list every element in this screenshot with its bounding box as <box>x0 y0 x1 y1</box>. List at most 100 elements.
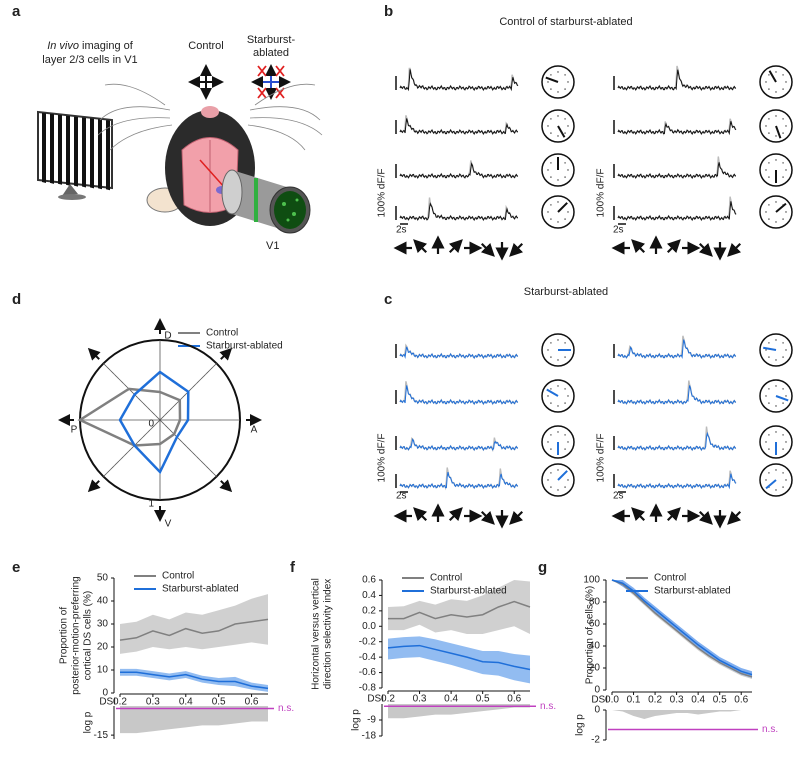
y-tick-label: 60 <box>589 619 601 630</box>
polar-dot <box>768 88 770 90</box>
trace <box>399 438 518 451</box>
trace <box>399 346 519 359</box>
trace <box>399 385 519 405</box>
polar-dot <box>775 135 777 137</box>
polar-dot <box>550 176 552 178</box>
direction-arrow <box>509 510 524 525</box>
trace <box>399 202 518 221</box>
polar-vector <box>765 479 777 490</box>
polar-dot <box>775 405 777 407</box>
legend-label: Starburst-ablated <box>206 341 283 352</box>
polar-dot <box>785 441 787 443</box>
legend-label: Control <box>430 573 462 584</box>
y-tick-label: 40 <box>589 641 601 652</box>
band <box>120 594 268 654</box>
panel-label: d <box>12 291 21 308</box>
legend-label: Control <box>206 328 238 339</box>
stripe <box>50 113 54 184</box>
polar-dot <box>557 385 559 387</box>
trace <box>617 385 737 405</box>
polar-dot <box>768 204 770 206</box>
polar-vector <box>557 125 566 138</box>
stripe <box>74 116 78 187</box>
polar-dot <box>550 342 552 344</box>
polar-dot <box>782 218 784 220</box>
polar-dot <box>775 201 777 203</box>
stripe <box>106 120 110 191</box>
polar-dot <box>768 472 770 474</box>
polar-dot <box>550 88 552 90</box>
line <box>119 618 269 641</box>
lesion <box>199 159 226 189</box>
polar-dot <box>550 434 552 436</box>
direction-label: D <box>164 331 171 342</box>
polar-dot <box>547 479 549 481</box>
polar-dot <box>567 169 569 171</box>
polar-vector <box>768 70 777 83</box>
r-tick-label: 0 <box>148 419 154 430</box>
polar-dot <box>564 118 566 120</box>
polar-dot <box>768 118 770 120</box>
polar-dot <box>765 81 767 83</box>
direction-label: P <box>71 425 78 436</box>
line <box>120 671 269 690</box>
polar-dot <box>557 135 559 137</box>
polar-dot <box>564 74 566 76</box>
direction-arrow <box>448 507 463 522</box>
x-tick-label: 0.0 <box>605 695 619 706</box>
trace <box>399 118 518 135</box>
polar-dot <box>557 431 559 433</box>
polar-dot <box>567 479 569 481</box>
polar-dot <box>564 356 566 358</box>
polar-dot <box>547 441 549 443</box>
scale-x-label: 2s <box>613 491 624 502</box>
polar-dot <box>785 125 787 127</box>
polar-dot <box>775 159 777 161</box>
trace <box>399 162 519 179</box>
polar-dot <box>550 402 552 404</box>
panel-label: f <box>290 559 296 576</box>
y-tick-label: 0.0 <box>362 621 376 632</box>
trace <box>399 471 519 489</box>
polar-dot <box>782 74 784 76</box>
logp-tick-label: -2 <box>591 735 600 746</box>
x-tick-label: 0.2 <box>113 697 127 708</box>
polar-dot <box>785 395 787 397</box>
scale-y-label: 100% dF/F <box>596 169 607 218</box>
region-label: V1 <box>266 240 279 252</box>
x-tick-label: 0.6 <box>507 694 521 705</box>
x-tick-label: 0.2 <box>381 694 395 705</box>
polar-dot <box>550 388 552 390</box>
polar-dot <box>768 176 770 178</box>
y-tick-label: 0.4 <box>362 590 376 601</box>
panel-a: a In vivo imaging of layer 2/3 cells in … <box>12 3 323 252</box>
polar-dot <box>768 388 770 390</box>
polar-dot <box>564 486 566 488</box>
y-tick-label: 0 <box>102 688 108 699</box>
polar-dot <box>557 339 559 341</box>
stripe <box>42 113 46 183</box>
y-tick-label: -0.8 <box>359 683 377 694</box>
polar-dot <box>768 74 770 76</box>
label: ablated <box>253 47 289 59</box>
y-tick-label: 80 <box>589 597 601 608</box>
title: layer 2/3 cells in V1 <box>42 54 137 66</box>
polar-dot <box>550 74 552 76</box>
logp-tick-label: -15 <box>94 730 109 741</box>
polar-dot <box>547 125 549 127</box>
polar-dot <box>785 169 787 171</box>
polar-dot <box>768 132 770 134</box>
polar-dot <box>557 71 559 73</box>
panel-title: Control of starburst-ablated <box>499 16 632 28</box>
polar-dot <box>775 489 777 491</box>
polar-dot <box>550 204 552 206</box>
logp-area <box>388 704 530 719</box>
legend-label: Starburst-ablated <box>162 584 239 595</box>
polar-vector <box>775 202 787 213</box>
polar-dot <box>775 71 777 73</box>
polar-dot <box>557 115 559 117</box>
panel-label: a <box>12 3 21 20</box>
polar-dot <box>557 179 559 181</box>
polar-dot <box>567 395 569 397</box>
x-axis-label: DSI <box>367 694 384 705</box>
